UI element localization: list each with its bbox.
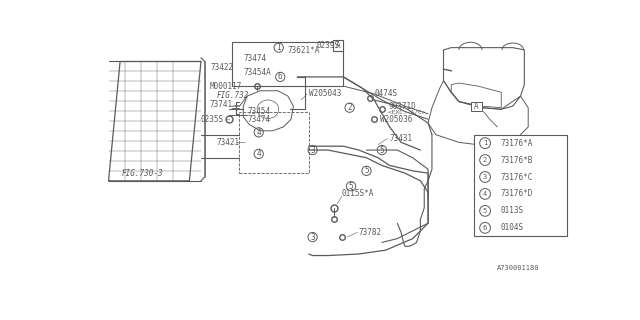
Text: 73431: 73431: [390, 134, 413, 143]
Text: 0239S: 0239S: [316, 41, 340, 50]
Text: 1: 1: [483, 140, 487, 146]
Text: 73421: 73421: [216, 138, 239, 147]
Text: 73454A: 73454A: [243, 68, 271, 77]
Text: 4: 4: [257, 128, 261, 137]
Text: 6: 6: [278, 72, 283, 81]
Text: 3: 3: [310, 146, 315, 155]
Text: 0104S: 0104S: [500, 223, 524, 232]
Text: 73741: 73741: [209, 100, 232, 109]
Text: 3: 3: [310, 233, 315, 242]
Text: 73474: 73474: [247, 115, 270, 124]
Text: <EXC. A/C>: <EXC. A/C>: [388, 110, 426, 115]
Bar: [471, 101, 482, 111]
Text: 5: 5: [349, 182, 353, 191]
Text: 73474: 73474: [243, 54, 266, 63]
Text: A730001180: A730001180: [497, 265, 540, 271]
Text: 2: 2: [348, 103, 352, 112]
Text: 90371D: 90371D: [388, 102, 416, 111]
Text: 4: 4: [483, 191, 487, 197]
Text: W205043: W205043: [308, 89, 341, 98]
Text: 73176*C: 73176*C: [500, 172, 533, 181]
Bar: [239, 112, 308, 173]
Text: 5: 5: [380, 146, 384, 155]
Bar: [474, 135, 566, 236]
Text: 73621*A: 73621*A: [288, 46, 321, 55]
Text: M000117: M000117: [209, 82, 242, 91]
Text: 2: 2: [483, 157, 487, 163]
Text: 73176*A: 73176*A: [500, 139, 533, 148]
Text: A: A: [474, 102, 479, 111]
Text: 73176*D: 73176*D: [500, 189, 533, 198]
Text: FIG.732: FIG.732: [216, 91, 249, 100]
Text: 0115S*A: 0115S*A: [342, 189, 374, 198]
Text: 5: 5: [483, 208, 487, 214]
Text: 0474S: 0474S: [374, 89, 397, 98]
Text: W205036: W205036: [380, 115, 413, 124]
Text: 0235S: 0235S: [201, 115, 224, 124]
Text: 0113S: 0113S: [500, 206, 524, 215]
Text: 73782: 73782: [359, 228, 382, 237]
Text: 3: 3: [483, 174, 487, 180]
Text: 1: 1: [276, 43, 281, 52]
Text: 73176*B: 73176*B: [500, 156, 533, 164]
Text: 73422: 73422: [210, 63, 234, 72]
Text: 4: 4: [257, 149, 261, 158]
Text: FIG.730-3: FIG.730-3: [122, 169, 163, 178]
Text: 5: 5: [364, 166, 369, 175]
Bar: [333, 40, 344, 51]
Text: 6: 6: [483, 225, 487, 231]
Text: A: A: [336, 41, 340, 50]
Bar: [232, 42, 344, 86]
Text: 73454: 73454: [247, 107, 270, 116]
